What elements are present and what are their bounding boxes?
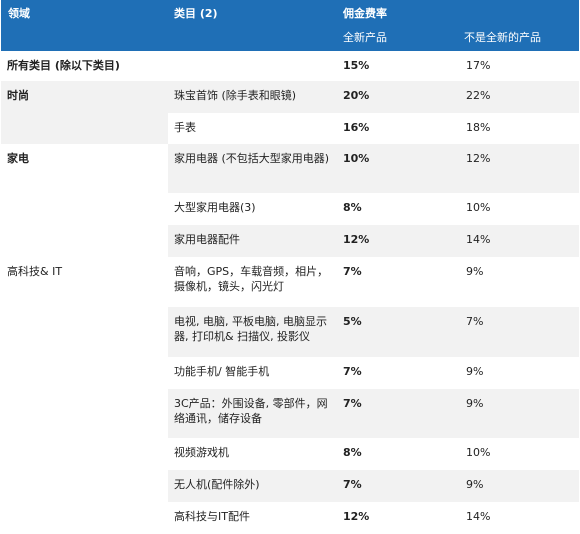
subheader-row: 全新产品 不是全新的产品 xyxy=(1,29,579,51)
category-cell: 家用电器 (不包括大型家用电器) xyxy=(168,144,337,193)
used-rate-cell: 9% xyxy=(454,389,579,438)
table-row: 所有类目 (除以下类目) 15% 17% xyxy=(1,51,579,81)
used-rate-cell: 14% xyxy=(454,502,579,534)
new-rate-cell: 20% xyxy=(337,81,454,113)
table-row: 时尚 珠宝首饰 (除手表和眼镜) 20% 22% xyxy=(1,81,579,144)
table-row: 家用电器配件 12% 14% xyxy=(1,225,579,257)
category-cell xyxy=(168,51,337,81)
header-domain: 领域 xyxy=(1,0,168,29)
domain-cell: 所有类目 (除以下类目) xyxy=(1,51,168,81)
used-rate-cell: 22% xyxy=(454,81,579,113)
domain-cell: 高科技& IT xyxy=(1,257,168,534)
used-rate-cell: 9% xyxy=(454,257,579,307)
table-row: 3C产品：外围设备, 零部件，网络通讯，储存设备 7% 9% xyxy=(1,389,579,438)
table-row: 功能手机/ 智能手机 7% 9% xyxy=(1,357,579,389)
new-rate-cell: 10% xyxy=(337,144,454,193)
category-cell: 电视, 电脑, 平板电脑, 电脑显示器, 打印机& 扫描仪, 投影仪 xyxy=(168,307,337,357)
header-row: 领域 类目 (2) 佣金费率 xyxy=(1,0,579,29)
used-rate-cell: 12% xyxy=(454,144,579,193)
domain-cell: 时尚 xyxy=(1,81,168,144)
new-rate-cell: 12% xyxy=(337,225,454,257)
category-cell: 功能手机/ 智能手机 xyxy=(168,357,337,389)
used-rate-cell: 9% xyxy=(454,470,579,502)
category-cell: 3C产品：外围设备, 零部件，网络通讯，储存设备 xyxy=(168,389,337,438)
new-rate-cell: 7% xyxy=(337,357,454,389)
category-cell: 高科技与IT配件 xyxy=(168,502,337,534)
new-rate-cell: 5% xyxy=(337,307,454,357)
used-rate-cell: 10% xyxy=(454,438,579,470)
table-row: 电视, 电脑, 平板电脑, 电脑显示器, 打印机& 扫描仪, 投影仪 5% 7% xyxy=(1,307,579,357)
new-rate-cell: 7% xyxy=(337,389,454,438)
category-cell: 家用电器配件 xyxy=(168,225,337,257)
used-rate-cell: 17% xyxy=(454,51,579,81)
table-row: 手表 16% 18% xyxy=(1,113,579,144)
used-rate-cell: 7% xyxy=(454,307,579,357)
new-rate-cell: 8% xyxy=(337,193,454,225)
table-row: 高科技& IT 音响，GPS，车载音频，相片，摄像机，镜头，闪光灯 7% 9% xyxy=(1,257,579,534)
new-rate-cell: 7% xyxy=(337,470,454,502)
header-category: 类目 (2) xyxy=(168,0,337,29)
table-row: 家电 家用电器 (不包括大型家用电器) 10% 12% xyxy=(1,144,579,257)
new-rate-cell: 16% xyxy=(337,113,454,144)
category-cell: 大型家用电器(3) xyxy=(168,193,337,225)
domain-cell: 家电 xyxy=(1,144,168,257)
table-row: 无人机(配件除外) 7% 9% xyxy=(1,470,579,502)
new-rate-cell: 8% xyxy=(337,438,454,470)
header-used: 不是全新的产品 xyxy=(454,29,579,51)
table-row: 大型家用电器(3) 8% 10% xyxy=(1,193,579,225)
category-cell: 视频游戏机 xyxy=(168,438,337,470)
new-rate-cell: 15% xyxy=(337,51,454,81)
category-cell: 音响，GPS，车载音频，相片，摄像机，镜头，闪光灯 xyxy=(168,257,337,307)
table-row: 视频游戏机 8% 10% xyxy=(1,438,579,470)
category-cell: 无人机(配件除外) xyxy=(168,470,337,502)
used-rate-cell: 14% xyxy=(454,225,579,257)
new-rate-cell: 7% xyxy=(337,257,454,307)
category-cell: 手表 xyxy=(168,113,337,144)
header-rate: 佣金费率 xyxy=(337,0,579,29)
category-cell: 珠宝首饰 (除手表和眼镜) xyxy=(168,81,337,113)
header-new: 全新产品 xyxy=(337,29,454,51)
used-rate-cell: 10% xyxy=(454,193,579,225)
used-rate-cell: 9% xyxy=(454,357,579,389)
new-rate-cell: 12% xyxy=(337,502,454,534)
used-rate-cell: 18% xyxy=(454,113,579,144)
table-row: 高科技与IT配件 12% 14% xyxy=(1,502,579,534)
